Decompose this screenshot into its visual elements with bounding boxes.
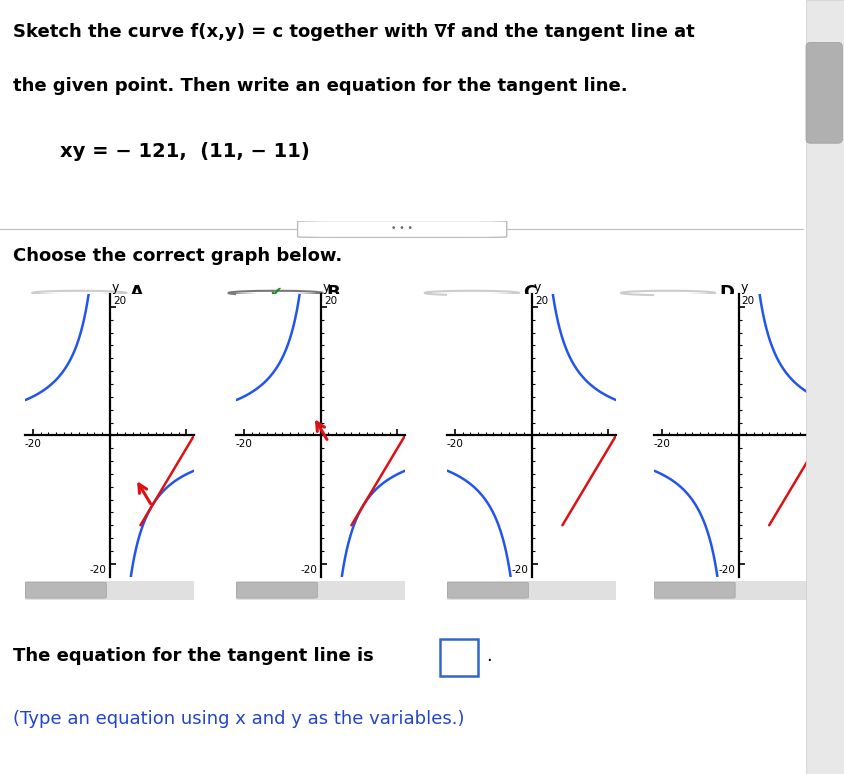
Text: y: y	[741, 281, 748, 294]
FancyBboxPatch shape	[441, 580, 623, 601]
FancyBboxPatch shape	[298, 221, 506, 238]
Text: C.: C.	[522, 284, 543, 302]
Text: -20: -20	[446, 439, 463, 449]
Text: D.: D.	[719, 284, 741, 302]
FancyBboxPatch shape	[447, 582, 528, 598]
Text: y: y	[112, 281, 119, 294]
Text: -20: -20	[235, 439, 252, 449]
FancyBboxPatch shape	[654, 582, 735, 598]
Text: The equation for the tangent line is: The equation for the tangent line is	[13, 647, 373, 665]
FancyBboxPatch shape	[647, 580, 830, 601]
Text: y: y	[323, 281, 330, 294]
Text: .: .	[486, 647, 492, 665]
Text: Choose the correct graph below.: Choose the correct graph below.	[13, 247, 342, 265]
Circle shape	[229, 291, 322, 295]
Text: 20: 20	[113, 296, 126, 306]
Text: • • •: • • •	[392, 224, 413, 233]
FancyBboxPatch shape	[230, 580, 412, 601]
FancyBboxPatch shape	[236, 582, 317, 598]
Text: -20: -20	[300, 565, 317, 575]
Text: xy = − 121,  (11, − 11): xy = − 121, (11, − 11)	[60, 142, 310, 162]
Text: ✔: ✔	[269, 286, 282, 300]
Text: -20: -20	[718, 565, 735, 575]
Text: -20: -20	[511, 565, 528, 575]
Text: the given point. Then write an equation for the tangent line.: the given point. Then write an equation …	[13, 77, 627, 95]
Text: Sketch the curve f(x,y) = c together with ∇f and the tangent line at: Sketch the curve f(x,y) = c together wit…	[13, 23, 695, 41]
Text: (Type an equation using x and y as the variables.): (Type an equation using x and y as the v…	[13, 710, 464, 728]
Text: y: y	[534, 281, 541, 294]
Text: -20: -20	[653, 439, 670, 449]
Text: -20: -20	[89, 565, 106, 575]
FancyBboxPatch shape	[19, 580, 201, 601]
Text: A.: A.	[131, 284, 152, 302]
Text: 20: 20	[742, 296, 755, 306]
Text: -20: -20	[24, 439, 41, 449]
Text: 20: 20	[324, 296, 337, 306]
FancyBboxPatch shape	[441, 639, 478, 676]
Text: B.: B.	[327, 284, 347, 302]
Text: 20: 20	[535, 296, 548, 306]
FancyBboxPatch shape	[25, 582, 106, 598]
